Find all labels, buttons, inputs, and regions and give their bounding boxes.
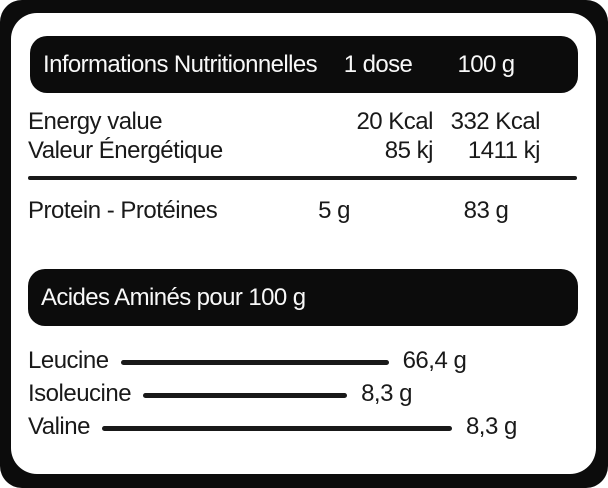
energy-row-label-en: Energy value <box>28 108 163 135</box>
amino-row-leucine: Leucine 66,4 g <box>28 347 467 375</box>
amino-name: Leucine <box>28 347 109 374</box>
amino-name: Valine <box>28 413 90 440</box>
label-card: Informations Nutritionnelles 1 dose 100 … <box>11 13 596 474</box>
amino-row-isoleucine: Isoleucine 8,3 g <box>28 380 412 408</box>
protein-per-100g: 83 g <box>463 197 509 224</box>
energy-per-100g-kj: 1411 kj <box>467 137 541 164</box>
leader-line <box>143 392 348 398</box>
nutrition-info-header-bar: Informations Nutritionnelles 1 dose 100 … <box>30 36 578 93</box>
section-divider <box>28 176 577 180</box>
amino-row-valine: Valine 8,3 g <box>28 413 517 441</box>
nutrition-info-title: Informations Nutritionnelles <box>43 50 318 78</box>
amino-value: 8,3 g <box>361 380 412 407</box>
energy-per-100g-kcal: 332 Kcal <box>450 108 541 135</box>
protein-per-dose: 5 g <box>318 197 350 224</box>
energy-per-dose-kj: 85 kj <box>384 137 434 164</box>
column-header-100g: 100 g <box>457 50 515 78</box>
leader-line <box>101 425 452 431</box>
protein-row-label: Protein - Protéines <box>28 197 218 224</box>
amino-acids-title: Acides Aminés pour 100 g <box>41 283 306 311</box>
leader-line <box>120 359 389 365</box>
amino-value: 8,3 g <box>465 413 517 440</box>
energy-row-label-fr: Valeur Énergétique <box>28 137 223 164</box>
energy-per-dose-kcal: 20 Kcal <box>356 108 433 135</box>
amino-acids-header-bar: Acides Aminés pour 100 g <box>28 269 578 326</box>
amino-name: Isoleucine <box>28 380 132 407</box>
amino-value: 66,4 g <box>402 347 467 374</box>
column-header-dose: 1 dose <box>343 50 413 78</box>
